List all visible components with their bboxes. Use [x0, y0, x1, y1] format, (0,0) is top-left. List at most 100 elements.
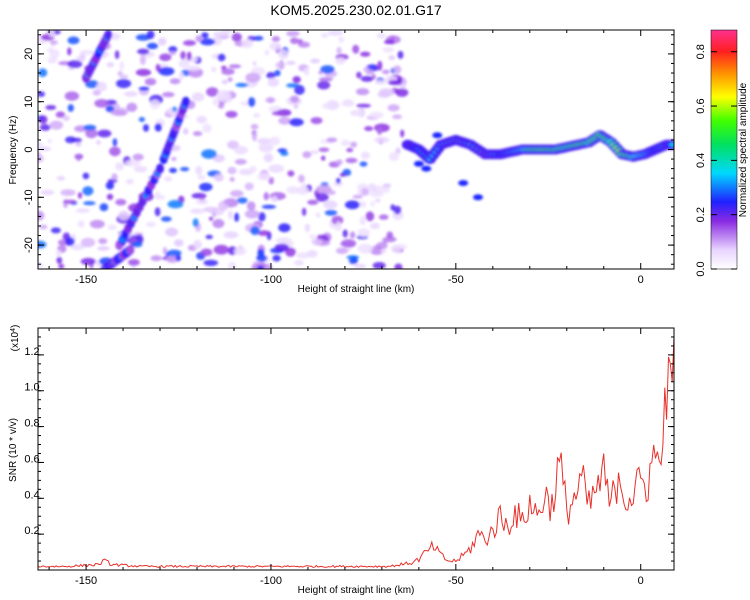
heatmap-noise-cell [324, 209, 338, 216]
colorbar: 0.0 0.2 0.4 0.6 0.8 Normalized spectral ampl… [695, 29, 749, 277]
heatmap-noise-cell [374, 198, 381, 203]
heatmap-noise-cell [298, 41, 310, 48]
heatmap-noise-cell [76, 153, 81, 162]
heatmap-noise-cell [146, 30, 155, 40]
heatmap-noise-cell [320, 65, 335, 74]
heatmap-noise-cell [372, 262, 386, 269]
heatmap-noise-cell [157, 37, 167, 46]
heatmap-noise-cell [252, 131, 257, 142]
heatmap-noise-cell [269, 42, 282, 51]
heatmap-noise-cell [230, 190, 244, 197]
heatmap-noise-cell [97, 129, 112, 138]
spectrogram-y-label: Frequency (Hz) [8, 116, 19, 185]
heatmap-noise-cell [67, 104, 74, 112]
heatmap-noise-cell [257, 230, 270, 236]
heatmap-noise-cell [79, 50, 95, 55]
heatmap-noise-cell [351, 256, 357, 262]
heatmap-noise-cell [64, 91, 80, 101]
y-tick-label: -20 [23, 237, 35, 253]
heatmap-noise-cell [333, 181, 344, 187]
heatmap-noise-cell [83, 124, 97, 131]
heatmap-noise-cell [390, 244, 403, 253]
snr-y-multiplier: (x104) [10, 325, 22, 352]
y-tick-label: -10 [23, 189, 35, 205]
heatmap-noise-cell [256, 254, 268, 262]
heatmap-noise-cell [382, 237, 389, 245]
heatmap-noise-cell [293, 104, 299, 110]
heatmap-noise-cell [400, 84, 407, 89]
heatmap-noise-cell [290, 37, 299, 45]
heatmap-noise-cell [123, 91, 138, 97]
x-tick-label: 0 [638, 575, 644, 587]
y-tick-label: 0.8 [24, 418, 39, 430]
snr-frame [37, 327, 675, 571]
heatmap-branch-cell [432, 132, 443, 139]
heatmap-noise-cell [231, 32, 242, 42]
heatmap-noise-cell [309, 234, 316, 239]
heatmap-noise-cell [287, 170, 295, 177]
heatmap-noise-cell [144, 78, 157, 86]
heatmap-noise-cell [228, 64, 242, 69]
heatmap-noise-cell [223, 199, 232, 204]
heatmap-noise-cell [364, 126, 374, 132]
heatmap-noise-cell [203, 206, 219, 213]
heatmap-noise-cell [395, 88, 409, 97]
heatmap-noise-cell [246, 201, 256, 211]
heatmap-noise-cell [213, 244, 229, 255]
heatmap-noise-cell [166, 255, 179, 263]
heatmap-noise-cell [394, 263, 403, 269]
spectrogram-heatmap [38, 30, 674, 269]
heatmap-noise-cell [352, 194, 363, 199]
heatmap-noise-cell [307, 199, 319, 205]
heatmap-noise-cell [209, 216, 213, 221]
y-tick-label: 0.4 [24, 489, 39, 501]
x-tick-label: -150 [75, 575, 97, 587]
heatmap-noise-cell [301, 182, 306, 192]
heatmap-noise-cell [393, 65, 402, 74]
heatmap-noise-cell [206, 87, 219, 97]
heatmap-noise-cell [369, 245, 385, 255]
heatmap-noise-cell [345, 157, 358, 164]
heatmap-noise-cell [360, 75, 374, 82]
heatmap-noise-cell [392, 114, 403, 120]
heatmap-noise-cell [267, 77, 280, 87]
heatmap-noise-cell [263, 153, 274, 163]
colorbar-tick-label: 0.2 [695, 207, 707, 222]
heatmap-noise-cell [96, 140, 101, 145]
heatmap-noise-cell [99, 203, 109, 212]
heatmap-noise-cell [257, 138, 271, 145]
heatmap-noise-cell [38, 146, 52, 151]
heatmap-noise-cell [289, 118, 304, 127]
heatmap-branch-cell [473, 194, 483, 201]
heatmap-noise-cell [138, 86, 150, 91]
heatmap-noise-cell [339, 172, 346, 177]
heatmap-noise-cell [357, 228, 371, 238]
heatmap-noise-cell [203, 259, 219, 267]
heatmap-noise-cell [197, 175, 206, 180]
y-tick-label: 1.2 [24, 346, 39, 358]
heatmap-noise-cell [272, 254, 281, 262]
heatmap-noise-cell [234, 145, 248, 155]
heatmap-noise-cell [60, 189, 76, 197]
heatmap-noise-cell [39, 124, 51, 131]
heatmap-noise-cell [80, 237, 96, 248]
snr-y-label: SNR (10 * v/v) [8, 418, 19, 482]
heatmap-noise-cell [77, 192, 83, 199]
heatmap-noise-cell [356, 71, 362, 79]
heatmap-streak-cell [104, 30, 113, 40]
heatmap-noise-cell [274, 69, 281, 77]
heatmap-noise-cell [155, 191, 161, 199]
colorbar-tick-label: 0.6 [695, 98, 707, 113]
heatmap-noise-cell [135, 68, 152, 77]
heatmap-noise-cell [335, 159, 343, 165]
colorbar-gradient [710, 29, 738, 270]
heatmap-noise-cell [77, 220, 85, 228]
spectrogram-x-ticks: -150 -100 -50 0 [48, 30, 644, 286]
heatmap-noise-cell [367, 185, 378, 192]
heatmap-noise-cell [390, 204, 396, 211]
snr-panel: -150 -100 -50 0 0.2 0.4 0.6 0.8 1.0 1.2 Height o… [8, 325, 675, 596]
heatmap-noise-cell [257, 172, 271, 181]
heatmap-noise-cell [253, 112, 261, 118]
heatmap-noise-cell [327, 30, 344, 36]
heatmap-noise-cell [271, 111, 284, 116]
